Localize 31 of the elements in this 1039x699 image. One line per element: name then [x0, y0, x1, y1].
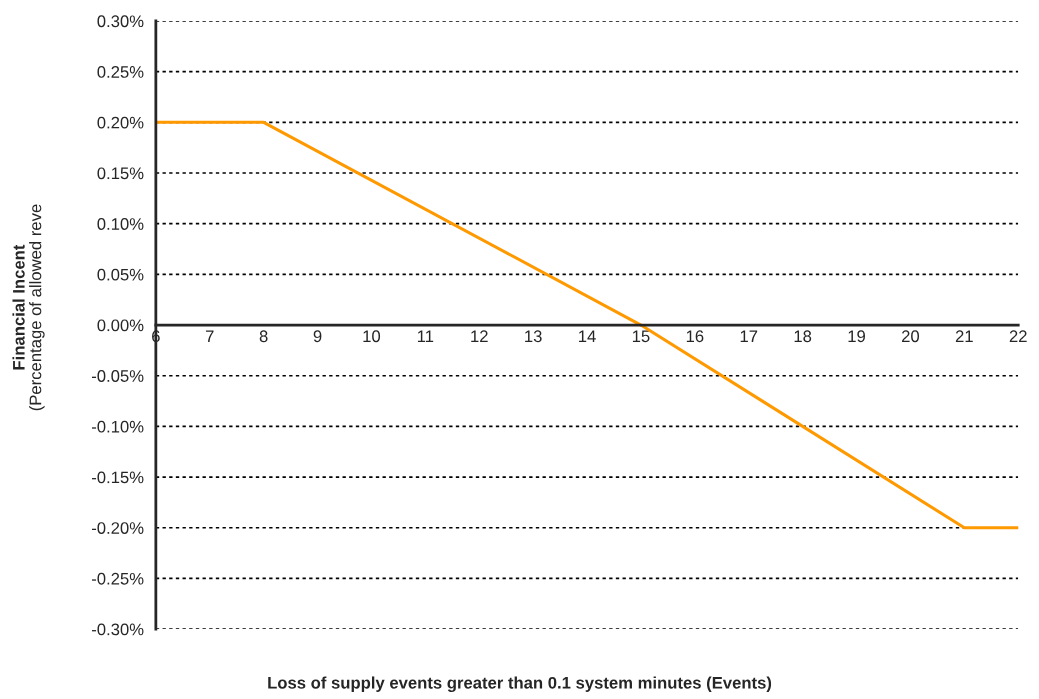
- x-tick-label: 7: [205, 330, 214, 342]
- y-tick-label: -0.15%: [91, 471, 144, 484]
- x-tick-label: 8: [259, 330, 268, 343]
- y-tick-label: 0.00%: [97, 319, 144, 332]
- x-tick-label: 11: [417, 330, 434, 342]
- y-tick-label: 0.20%: [97, 116, 144, 129]
- y-tick-label: 0.05%: [97, 268, 144, 281]
- x-tick-label: 17: [740, 330, 758, 342]
- x-tick-label: 16: [686, 330, 704, 343]
- y-tick-label: -0.30%: [91, 623, 144, 636]
- x-tick-label: 15: [632, 330, 650, 343]
- x-tick-label: 19: [848, 330, 866, 343]
- y-tick-label: -0.25%: [91, 572, 144, 585]
- x-tick-label: 13: [525, 330, 542, 343]
- x-axis-title: Loss of supply events greater than 0.1 system minutes (Events): [268, 676, 772, 693]
- y-tick-label: 0.10%: [97, 218, 144, 230]
- x-tick-label: 10: [363, 330, 381, 343]
- y-tick-label: 0.30%: [97, 15, 144, 28]
- x-tick-label: 18: [794, 330, 812, 343]
- y-tick-label: -0.10%: [91, 420, 144, 433]
- y-tick-label: -0.05%: [91, 370, 144, 382]
- y-axis-title: Financial Incent (Percentage of allowed reve: [12, 204, 45, 411]
- y-tick-label: -0.20%: [91, 522, 144, 534]
- y-tick-label: 0.25%: [97, 66, 144, 78]
- x-tick-label: 12: [471, 330, 488, 342]
- y-tick-label: 0.15%: [97, 167, 144, 180]
- x-tick-label: 9: [313, 330, 322, 343]
- x-tick-label: 14: [579, 330, 596, 342]
- x-tick-label: 20: [901, 330, 920, 343]
- x-tick-label: 22: [1009, 330, 1027, 342]
- x-tick-label: 21: [955, 330, 973, 342]
